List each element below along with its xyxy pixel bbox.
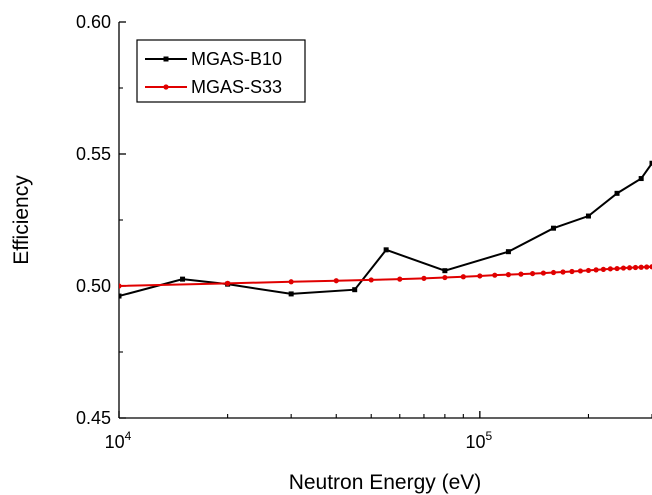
- data-point-mgas-b10: [638, 176, 644, 182]
- data-point-mgas-s33: [607, 266, 613, 272]
- data-point-mgas-s33: [632, 264, 639, 271]
- data-point-mgas-s33: [614, 265, 620, 272]
- legend-marker-mgas-b10: [163, 56, 169, 62]
- data-point-mgas-s33: [638, 264, 644, 270]
- x-tick-label: 105: [465, 429, 492, 452]
- legend-label-mgas-b10: MGAS-B10: [191, 49, 282, 69]
- data-point-mgas-s33: [550, 269, 557, 276]
- y-tick-label: 0.55: [76, 144, 111, 164]
- legend-label-mgas-s33: MGAS-S33: [191, 77, 282, 97]
- series-line-mgas-b10: [119, 162, 652, 297]
- y-tick-label: 0.60: [76, 12, 111, 32]
- data-point-mgas-s33: [620, 265, 627, 271]
- y-tick-label: 0.50: [76, 276, 111, 296]
- data-point-mgas-s33: [442, 274, 448, 281]
- data-point-mgas-s33: [593, 267, 599, 273]
- x-axis-title: Neutron Energy (eV): [289, 471, 482, 494]
- data-point-mgas-s33: [569, 268, 575, 275]
- data-point-mgas-s33: [421, 275, 427, 281]
- data-point-mgas-s33: [333, 278, 339, 284]
- data-point-mgas-s33: [492, 272, 498, 278]
- data-point-mgas-b10: [180, 276, 186, 282]
- data-point-mgas-s33: [585, 267, 592, 274]
- legend-marker-mgas-s33: [163, 84, 169, 90]
- data-group: [119, 160, 652, 299]
- data-point-mgas-b10: [614, 190, 620, 196]
- data-point-mgas-b10: [442, 268, 448, 274]
- data-point-mgas-s33: [560, 269, 566, 275]
- data-point-mgas-s33: [368, 277, 374, 283]
- data-point-mgas-s33: [119, 283, 122, 289]
- data-point-mgas-s33: [477, 273, 483, 279]
- data-point-mgas-s33: [518, 271, 524, 277]
- data-point-mgas-s33: [397, 276, 403, 282]
- data-point-mgas-s33: [225, 280, 231, 286]
- data-point-mgas-s33: [529, 270, 536, 277]
- data-point-mgas-s33: [505, 272, 512, 278]
- data-point-mgas-s33: [644, 264, 650, 270]
- data-point-mgas-s33: [288, 279, 294, 285]
- x-tick-label: 104: [105, 429, 132, 452]
- data-point-mgas-b10: [505, 249, 511, 255]
- data-point-mgas-b10: [352, 287, 358, 293]
- data-point-mgas-s33: [577, 268, 584, 274]
- data-point-mgas-b10: [119, 293, 122, 299]
- data-point-mgas-s33: [540, 270, 546, 276]
- data-point-mgas-s33: [626, 265, 633, 271]
- data-point-mgas-s33: [460, 274, 466, 280]
- data-point-mgas-s33: [649, 264, 652, 270]
- y-tick-label: 0.45: [76, 408, 111, 428]
- y-axis-title: Efficiency: [10, 175, 33, 265]
- data-point-mgas-b10: [550, 225, 556, 231]
- data-point-mgas-b10: [585, 213, 591, 219]
- data-point-mgas-b10: [288, 291, 294, 297]
- legend-box: [136, 39, 306, 103]
- data-point-mgas-b10: [383, 247, 389, 253]
- data-point-mgas-b10: [649, 160, 652, 166]
- data-point-mgas-s33: [600, 266, 606, 272]
